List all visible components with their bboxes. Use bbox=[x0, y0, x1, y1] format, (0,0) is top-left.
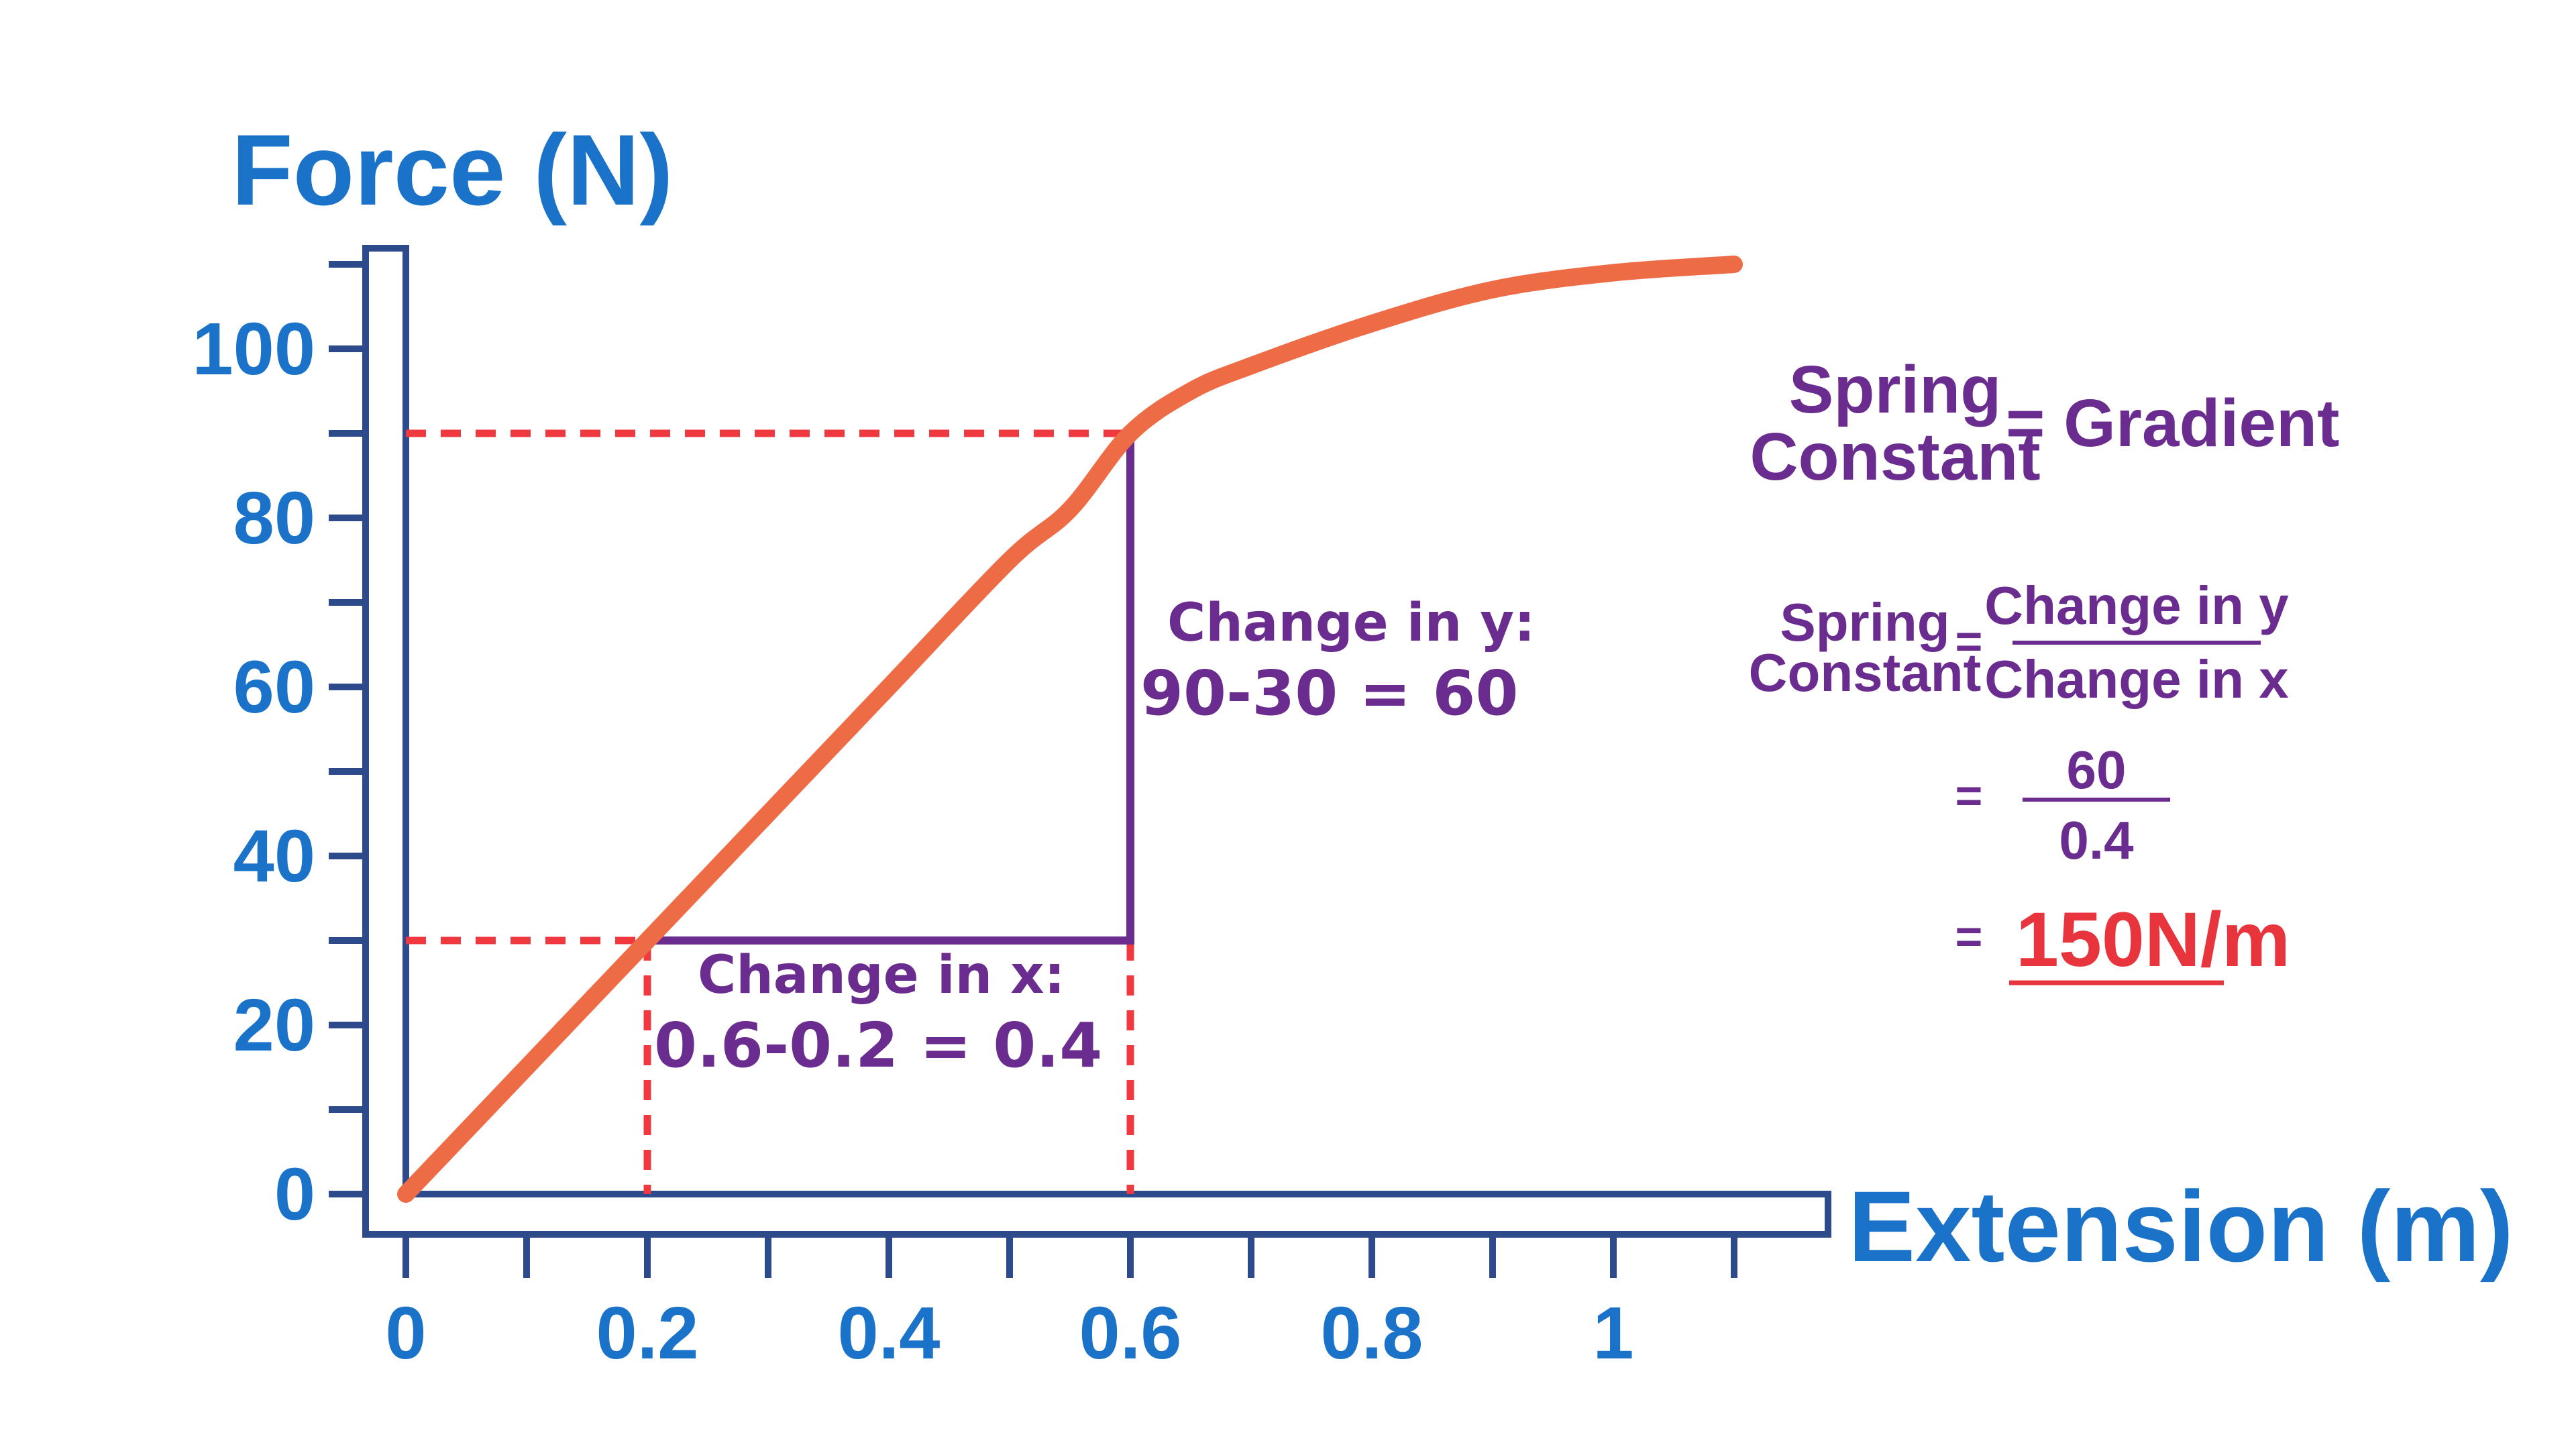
change-in-x-title: Change in x: bbox=[698, 945, 1065, 1006]
gradient-guides bbox=[406, 429, 1134, 1194]
change-in-y-title: Change in y: bbox=[1167, 593, 1535, 653]
change-in-x-calc: 0.6-0.2 = 0.4 bbox=[654, 1010, 1102, 1081]
x-axis-ticks: 0 0.2 0.4 0.6 0.8 1 bbox=[385, 1234, 1737, 1375]
formula-line4-equals: = bbox=[1955, 910, 1983, 963]
x-tick-label: 0.8 bbox=[1321, 1292, 1424, 1375]
formula-line2-constant: Constant bbox=[1749, 643, 1982, 702]
formula-result: 150N/m bbox=[2016, 897, 2290, 983]
axis-corner-fill bbox=[369, 1191, 402, 1197]
formula-line3-denominator: 0.4 bbox=[2059, 810, 2134, 870]
y-tick-label: 0 bbox=[274, 1153, 315, 1236]
y-tick-label: 100 bbox=[192, 308, 315, 390]
y-axis-bar bbox=[362, 245, 409, 1197]
formula-line3-equals: = bbox=[1955, 769, 1983, 822]
y-axis-ticks: 0 20 40 60 80 100 bbox=[192, 261, 366, 1236]
formula-block: Spring Constant = Gradient Spring Consta… bbox=[1749, 352, 2339, 985]
x-axis-bar bbox=[362, 1191, 1831, 1238]
formula-line1-spring: Spring bbox=[1789, 352, 2002, 427]
formula-numerator: Change in y bbox=[1984, 576, 2289, 635]
formula-denominator: Change in x bbox=[1984, 649, 2288, 709]
x-tick-label: 0.4 bbox=[838, 1292, 941, 1375]
x-tick-label: 0.6 bbox=[1079, 1292, 1182, 1375]
y-tick-label: 80 bbox=[233, 477, 315, 559]
gradient-triangle bbox=[647, 433, 1134, 945]
x-axis-title: Extension (m) bbox=[1848, 1170, 2514, 1283]
x-tick-label: 0 bbox=[385, 1292, 426, 1375]
x-tick-label: 0.2 bbox=[596, 1292, 699, 1375]
x-tick-label: 1 bbox=[1593, 1292, 1633, 1375]
formula-line1-constant: Constant bbox=[1750, 419, 2040, 494]
y-tick-label: 20 bbox=[233, 984, 315, 1067]
formula-line1-gradient: = Gradient bbox=[2006, 386, 2339, 461]
y-tick-label: 60 bbox=[233, 646, 315, 729]
y-tick-label: 40 bbox=[233, 815, 315, 898]
formula-line3-numerator: 60 bbox=[2067, 740, 2127, 800]
force-extension-curve bbox=[397, 256, 1743, 1203]
change-in-y-calc: 90-30 = 60 bbox=[1140, 657, 1518, 729]
formula-line2-spring: Spring bbox=[1780, 592, 1949, 652]
axes bbox=[362, 245, 1831, 1238]
y-axis-title: Force (N) bbox=[231, 113, 673, 226]
formula-line2-equals: = bbox=[1955, 615, 1983, 667]
